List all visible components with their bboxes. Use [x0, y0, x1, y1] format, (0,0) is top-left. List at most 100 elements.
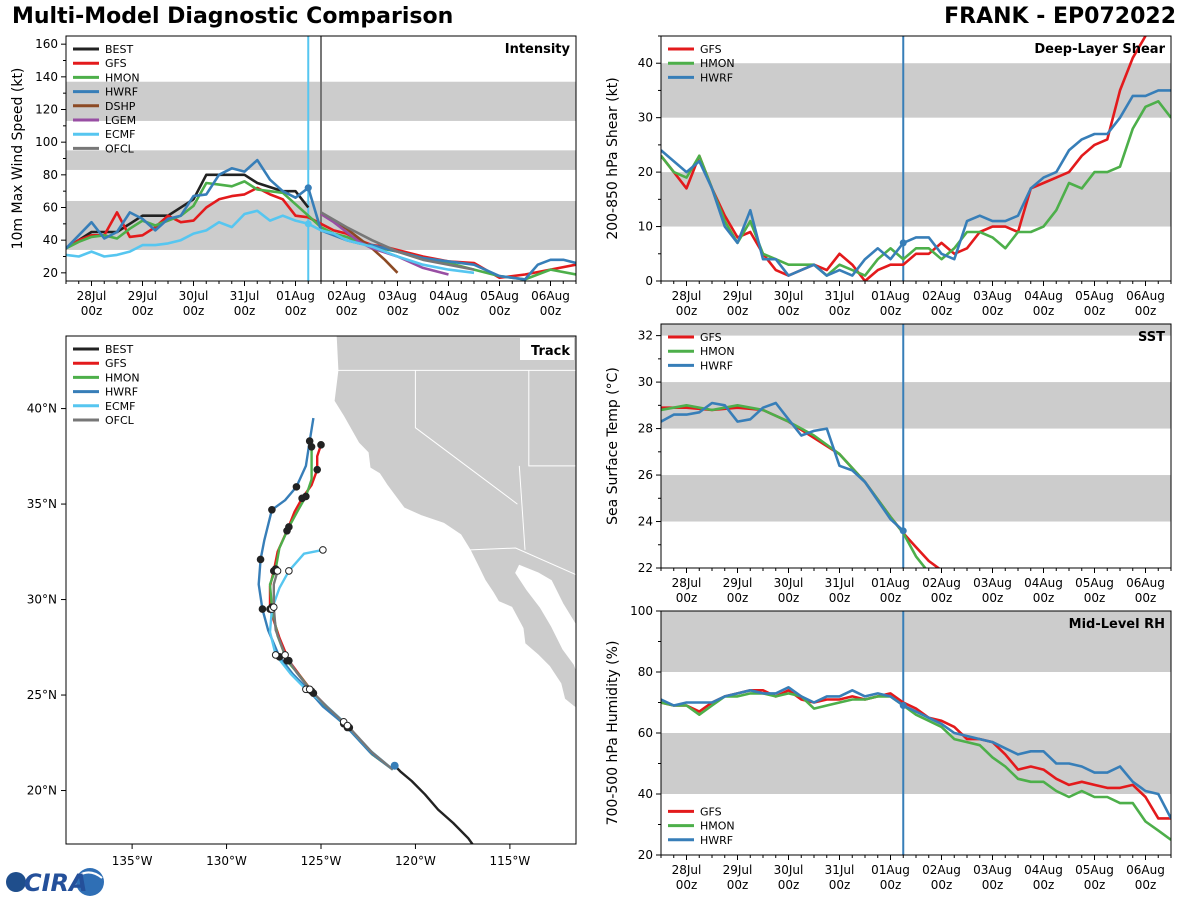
intensity-legend-label-ecmf: ECMF	[105, 128, 135, 141]
intensity-xtick-date-1: 29Jul	[128, 289, 158, 303]
track-marker-hwrf	[292, 483, 301, 491]
rh-bands	[661, 611, 1171, 794]
shear-xtick-date-2: 30Jul	[774, 289, 804, 303]
sst-xtick-hour-6: 00z	[982, 591, 1004, 605]
track-land-north-america	[333, 336, 576, 709]
intensity-xtick-date-6: 03Aug	[378, 289, 417, 303]
track-ytick-label-0: 20°N	[27, 784, 57, 798]
rh-ytick-label-40: 40	[638, 787, 653, 801]
intensity-xtick-hour-8: 00z	[489, 304, 511, 318]
intensity-legend-label-dshp: DSHP	[105, 100, 136, 113]
track-marker-hmon	[285, 523, 293, 531]
shear-xtick-date-9: 06Aug	[1126, 289, 1165, 303]
rh-series-hwrf	[661, 685, 1171, 820]
shear-legend-label-hwrf: HWRF	[700, 71, 733, 84]
sst-xtick-date-3: 31Jul	[825, 576, 855, 590]
intensity-xtick-hour-3: 00z	[234, 304, 256, 318]
sst-xtick-date-7: 04Aug	[1024, 576, 1063, 590]
sst-frame	[660, 323, 1172, 569]
intensity-ytick-label-140: 140	[35, 70, 58, 84]
sst-xtick-hour-5: 00z	[931, 591, 953, 605]
shear-xtick-hour-7: 00z	[1033, 304, 1055, 318]
track-map	[256, 336, 576, 844]
sst-xtick-hour-4: 00z	[880, 591, 902, 605]
intensity-ytick-label-60: 60	[43, 201, 58, 215]
sst-xtick-hour-2: 00z	[778, 591, 800, 605]
track-legend-label-hmon: HMON	[105, 371, 140, 384]
storm-title: FRANK - EP072022	[944, 4, 1176, 29]
intensity-series-hwrf	[66, 158, 576, 281]
track-marker-ofcl	[281, 651, 289, 659]
shear-panel-title: Deep-Layer Shear	[1034, 42, 1165, 57]
rh-legend-label-hmon: HMON	[700, 820, 735, 833]
sst-xtick-hour-8: 00z	[1084, 591, 1106, 605]
track-legend-label-hwrf: HWRF	[105, 386, 138, 399]
intensity-xtick-hour-1: 00z	[132, 304, 154, 318]
sst-xtick-hour-3: 00z	[829, 591, 851, 605]
track-legend-label-best: BEST	[105, 343, 133, 356]
sst-analysis-marker	[899, 527, 907, 535]
intensity-ytick-label-100: 100	[35, 135, 58, 149]
rh-band-1	[661, 611, 1171, 672]
track-line-best	[393, 764, 474, 844]
intensity-legend-label-ofcl: OFCL	[105, 142, 135, 155]
shear-xtick-date-1: 29Jul	[723, 289, 753, 303]
sst-ytick-label-26: 26	[638, 468, 653, 482]
sst-xtick-date-8: 05Aug	[1075, 576, 1114, 590]
track-title-backdrop	[520, 338, 574, 360]
rh-xtick-date-3: 31Jul	[825, 863, 855, 877]
rh-ytick-label-20: 20	[638, 848, 653, 862]
track-border-nv-ut	[528, 370, 576, 467]
sst-xtick-hour-7: 00z	[1033, 591, 1055, 605]
sst-xtick-date-4: 01Aug	[871, 576, 910, 590]
sst-xtick-hour-0: 00z	[676, 591, 698, 605]
shear-xtick-hour-8: 00z	[1084, 304, 1106, 318]
sst-ytick-label-22: 22	[638, 561, 653, 575]
track-line-gfs	[268, 444, 394, 771]
shear-xtick-date-0: 28Jul	[672, 289, 702, 303]
track-marker-ofcl	[305, 685, 314, 694]
shear-legend-label-gfs: GFS	[700, 43, 722, 56]
intensity-xtick-date-4: 01Aug	[276, 289, 315, 303]
shear-analysis-marker	[899, 239, 907, 247]
intensity-ytick-label-20: 20	[43, 266, 58, 280]
shear-xtick-date-7: 04Aug	[1024, 289, 1063, 303]
sst-legend-label-hmon: HMON	[700, 345, 735, 358]
track-marker-ecmf	[285, 567, 293, 575]
rh-xtick-date-8: 05Aug	[1075, 863, 1114, 877]
shear-legend-label-hmon: HMON	[700, 57, 735, 70]
cira-logo-globe-left	[6, 872, 26, 892]
track-marker-gfs	[313, 465, 322, 474]
track-marker-hwrf	[256, 555, 265, 564]
intensity-xtick-hour-0: 00z	[81, 304, 103, 318]
rh-xtick-hour-5: 00z	[931, 878, 953, 892]
track-current-position-marker	[390, 761, 399, 770]
shear-ytick-label-40: 40	[638, 56, 653, 70]
rh-xtick-hour-1: 00z	[727, 878, 749, 892]
sst-xtick-date-1: 29Jul	[723, 576, 753, 590]
intensity-xtick-hour-2: 00z	[183, 304, 205, 318]
shear-band-0	[661, 172, 1171, 227]
sst-xtick-hour-1: 00z	[727, 591, 749, 605]
rh-legend-label-hwrf: HWRF	[700, 834, 733, 847]
intensity-vlines	[307, 36, 322, 281]
track-border-ca-nv	[414, 370, 518, 505]
track-ytick-label-1: 25°N	[27, 688, 57, 702]
intensity-ytick-label-160: 160	[35, 37, 58, 51]
track-marker-ecmf	[271, 651, 280, 659]
rh-xtick-hour-8: 00z	[1084, 878, 1106, 892]
rh-xtick-date-0: 28Jul	[672, 863, 702, 877]
intensity-series	[66, 158, 576, 281]
intensity-ytick-label-120: 120	[35, 103, 58, 117]
shear-xtick-hour-9: 00z	[1135, 304, 1157, 318]
intensity-xtick-hour-5: 00z	[336, 304, 358, 318]
shear-xtick-date-5: 02Aug	[922, 289, 961, 303]
page-title: Multi-Model Diagnostic Comparison	[12, 4, 454, 29]
track-border-az	[518, 465, 526, 550]
shear-xtick-hour-2: 00z	[778, 304, 800, 318]
shear-series-hwrf	[661, 89, 1171, 277]
rh-ytick-label-60: 60	[638, 726, 653, 740]
sst-xtick-date-6: 03Aug	[973, 576, 1012, 590]
shear-series	[661, 36, 1171, 281]
